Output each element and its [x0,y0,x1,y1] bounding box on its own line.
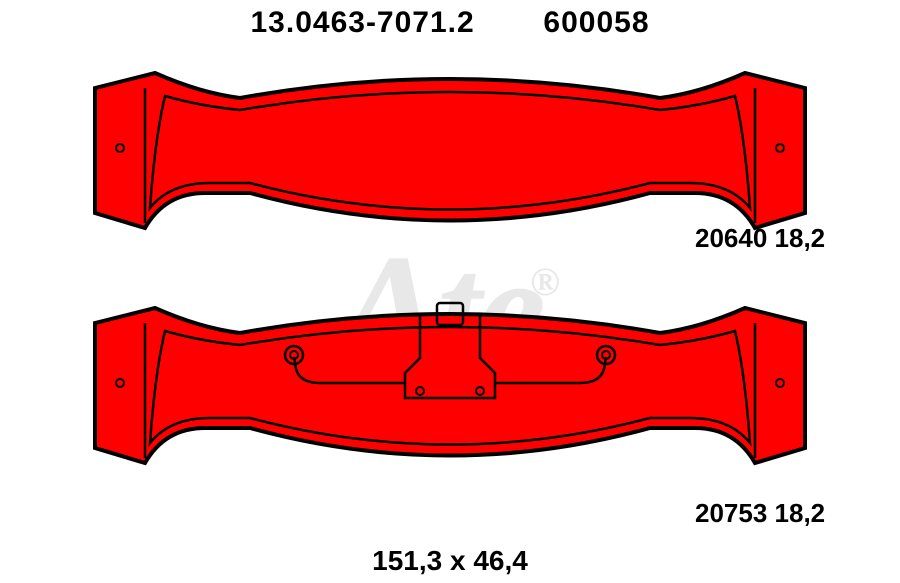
part-number-primary: 13.0463-7071.2 [251,6,475,39]
upper-pad-backplate [95,73,805,228]
brake-pad-svg [0,48,900,548]
lower-pad-backplate [95,308,805,463]
upper-pad-group [95,73,805,228]
lower-pad-group [95,303,805,463]
brake-pad-diagram: 2x 20640 18,2 2x 20753 18,2 [0,48,900,583]
dimensions-label: 151,3 x 46,4 [0,545,900,577]
part-number-secondary: 600058 [543,6,649,39]
header-part-numbers: 13.0463-7071.2 600058 [0,6,900,40]
